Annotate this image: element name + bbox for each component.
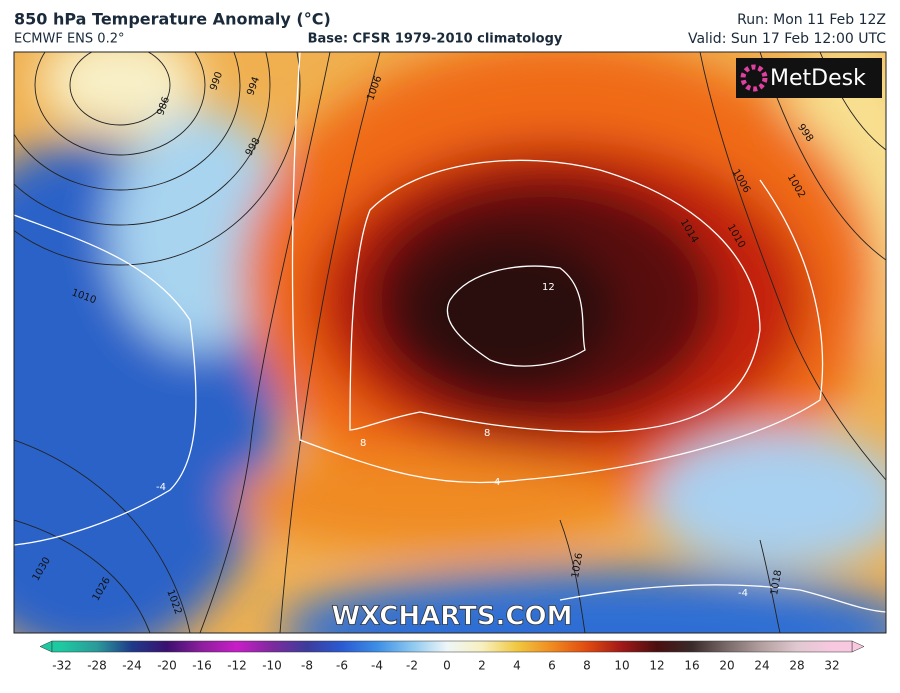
contour-label: 12 xyxy=(542,282,555,293)
field xyxy=(230,450,630,550)
colorbar-label: 10 xyxy=(614,659,629,673)
colorbar-label: -32 xyxy=(52,659,72,673)
colorbar-label: -24 xyxy=(122,659,142,673)
colorbar-label: -8 xyxy=(301,659,313,673)
contour-label: -4 xyxy=(156,482,166,493)
anomaly-field xyxy=(14,52,886,633)
logo: MetDesk xyxy=(770,66,866,91)
isobar xyxy=(14,52,241,191)
colorbar-scale xyxy=(51,640,853,653)
title: 850 hPa Temperature Anomaly (°C) xyxy=(14,10,331,29)
contour-label: 8 xyxy=(484,428,490,439)
colorbar-label: -28 xyxy=(87,659,107,673)
field xyxy=(400,230,620,390)
isobars xyxy=(14,52,886,633)
base: Base: CFSR 1979-2010 climatology xyxy=(308,32,563,47)
isobar xyxy=(14,52,301,266)
isotherm xyxy=(291,52,824,484)
logo-box xyxy=(736,58,882,98)
contour-label: 8 xyxy=(360,438,366,449)
colorbar-label: 8 xyxy=(583,659,591,673)
field xyxy=(650,430,886,570)
colorbar-label: -6 xyxy=(336,659,348,673)
contour-label: -4 xyxy=(738,588,748,599)
colorbar-label: -20 xyxy=(157,659,177,673)
colorbar-label: -4 xyxy=(371,659,383,673)
logo-icon xyxy=(740,64,768,92)
isobar xyxy=(759,539,781,633)
colorbar-label: 4 xyxy=(513,659,521,673)
colorbar-end xyxy=(851,640,865,653)
isotherm xyxy=(446,265,586,367)
colorbar-label: 32 xyxy=(824,659,839,673)
colorbar-label: 2 xyxy=(478,659,486,673)
isobar xyxy=(699,52,886,481)
colorbar-label: 6 xyxy=(548,659,556,673)
isobar xyxy=(559,519,586,633)
isobar xyxy=(199,52,331,633)
model: ECMWF ENS 0.2° xyxy=(14,32,124,47)
isotherms xyxy=(14,52,886,613)
isobar xyxy=(69,52,171,126)
colorbar-label: -16 xyxy=(192,659,212,673)
contour-label: 4 xyxy=(494,477,500,488)
isobar xyxy=(14,52,271,226)
valid: Valid: Sun 17 Feb 12:00 UTC xyxy=(688,31,886,47)
colorbar-end xyxy=(39,640,53,653)
isotherm xyxy=(559,584,886,613)
colorbar-label: -10 xyxy=(262,659,282,673)
contour-label: 1018 xyxy=(769,569,784,596)
colorbar-label: -12 xyxy=(227,659,247,673)
isobar xyxy=(14,519,151,633)
colorbar-label: 16 xyxy=(684,659,699,673)
colorbar-label: -2 xyxy=(406,659,418,673)
watermark: WXCHARTS.COM xyxy=(331,602,572,632)
isobar xyxy=(34,52,206,156)
contour-label: 1026 xyxy=(570,552,585,579)
colorbar-label: 0 xyxy=(443,659,451,673)
isobar xyxy=(279,52,381,633)
isotherm xyxy=(14,214,197,546)
colorbar-label: 20 xyxy=(719,659,734,673)
colorbar-label: 28 xyxy=(789,659,804,673)
map-frame xyxy=(13,51,887,634)
run: Run: Mon 11 Feb 12Z xyxy=(737,12,886,28)
field xyxy=(280,570,886,633)
isotherm xyxy=(349,159,761,433)
colorbar: -32 -28 -24 -20 -16 -12 -10 -8 -6 -4 -2 0 2 4 6 8 10 12 16… xyxy=(39,640,865,673)
colorbar-label: 12 xyxy=(649,659,664,673)
colorbar-label: 24 xyxy=(754,659,769,673)
field xyxy=(40,52,200,130)
